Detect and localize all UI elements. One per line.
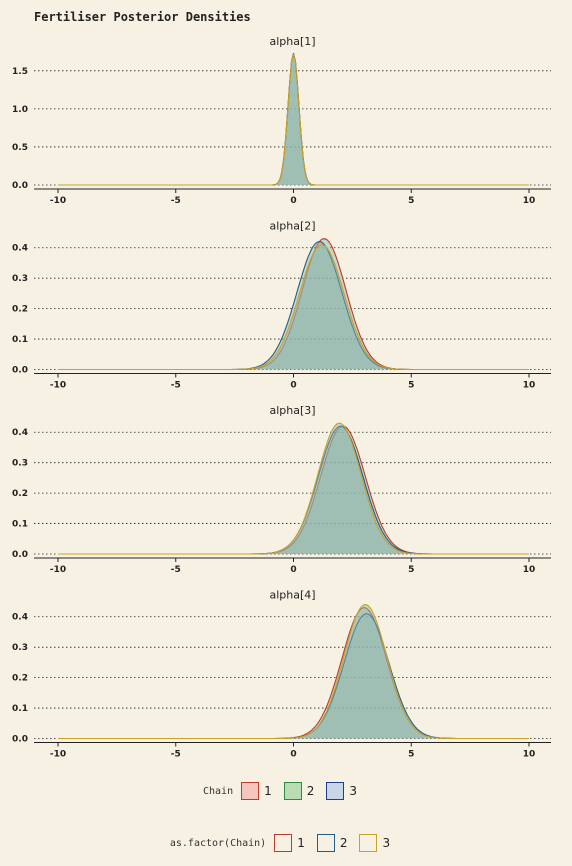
chart-title: Fertiliser Posterior Densities: [34, 10, 251, 24]
x-tick-label: 10: [523, 196, 536, 206]
y-tick-label: 0.2: [12, 305, 28, 315]
x-tick-label: 0: [290, 565, 296, 575]
panel-title-1: alpha[1]: [269, 35, 315, 48]
y-tick-label: 0.0: [12, 366, 28, 376]
density-fill-chain-2: [58, 613, 529, 739]
x-tick-label: 0: [290, 381, 296, 391]
legend-colour-key-1: [274, 834, 293, 852]
y-tick-label: 0.1: [12, 704, 28, 714]
density-line-chain-3: [58, 53, 529, 186]
x-tick-label: 5: [408, 750, 414, 760]
legend-colour-title: as.factor(Chain): [169, 837, 267, 849]
x-tick-label: 10: [523, 750, 536, 760]
legend-fill-label-3: 3: [349, 784, 358, 798]
legend-colour: as.factor(Chain) 1 2 3: [0, 834, 572, 852]
y-tick-label: 0.4: [12, 613, 28, 623]
panel-title-2: alpha[2]: [269, 220, 315, 233]
legend-fill-label-1: 1: [264, 784, 272, 798]
density-line-chain-3: [58, 244, 529, 371]
density-line-chain-1: [58, 425, 529, 555]
density-fill-chain-1: [58, 426, 529, 554]
density-fill-chain-1: [58, 607, 529, 739]
density-line-chain-3: [58, 422, 529, 555]
x-tick-label: 5: [408, 196, 414, 206]
panel-title-4: alpha[4]: [269, 589, 315, 602]
y-tick-label: 0.2: [12, 489, 28, 499]
x-tick-label: 5: [408, 565, 414, 575]
y-tick-label: 0.5: [12, 143, 28, 153]
y-tick-label: 0.1: [12, 335, 28, 345]
x-tick-label: -5: [171, 750, 181, 760]
legend-colour-label-1: 1: [297, 836, 305, 850]
density-fill-chain-3: [58, 604, 529, 739]
density-line-chain-2: [58, 613, 529, 740]
density-fill-chain-3: [58, 423, 529, 554]
legend-colour-key-2: [316, 834, 335, 852]
y-tick-label: 0.0: [12, 735, 28, 745]
x-tick-label: -10: [50, 196, 66, 206]
y-tick-label: 0.0: [12, 181, 28, 191]
y-tick-label: 0.1: [12, 520, 28, 530]
y-tick-label: 0.4: [12, 428, 28, 438]
x-tick-label: 0: [290, 750, 296, 760]
y-tick-label: 1.0: [12, 105, 28, 115]
density-line-chain-1: [58, 607, 529, 740]
density-line-chain-3: [58, 604, 529, 740]
density-fill-chain-1: [58, 54, 529, 185]
x-tick-label: 5: [408, 381, 414, 391]
legend-fill-key-3: [326, 782, 345, 800]
y-tick-label: 0.3: [12, 643, 28, 653]
legend-fill-title: Chain: [202, 785, 234, 797]
legend-fill-key-1: [241, 782, 260, 800]
legend-fill-label-2: 2: [306, 784, 315, 798]
x-tick-label: -10: [50, 381, 66, 391]
density-fill-chain-2: [58, 53, 529, 185]
y-tick-label: 0.3: [12, 459, 28, 469]
density-line-chain-2: [58, 425, 529, 555]
x-tick-label: -5: [171, 565, 181, 575]
legend-colour-label-2: 2: [339, 836, 348, 850]
x-tick-label: -10: [50, 750, 66, 760]
y-tick-label: 0.0: [12, 550, 28, 560]
y-tick-label: 0.3: [12, 274, 28, 284]
legend-colour-key-3: [359, 834, 378, 852]
x-tick-label: -5: [171, 381, 181, 391]
y-tick-label: 0.2: [12, 674, 28, 684]
legend-colour-label-3: 3: [382, 836, 391, 850]
x-tick-label: -10: [50, 565, 66, 575]
density-fill-chain-1: [58, 238, 529, 370]
legend-fill-key-2: [283, 782, 302, 800]
density-chart: alpha[1] 0.0 0.5 1.0 1.5 -10 -5 0 5 10 alpha[2] 0.0…: [12, 35, 551, 760]
density-fill-chain-2: [58, 426, 529, 554]
density-fill-chain-3: [58, 54, 529, 185]
y-tick-label: 0.4: [12, 244, 28, 254]
x-tick-label: 10: [523, 565, 536, 575]
x-tick-label: 0: [290, 196, 296, 206]
panel-title-3: alpha[3]: [269, 404, 315, 417]
x-tick-label: 10: [523, 381, 536, 391]
x-tick-label: -5: [171, 196, 181, 206]
density-fill-chain-3: [58, 244, 529, 370]
y-tick-label: 1.5: [12, 67, 28, 77]
legend-fill: Chain 1 2 3: [0, 782, 572, 800]
